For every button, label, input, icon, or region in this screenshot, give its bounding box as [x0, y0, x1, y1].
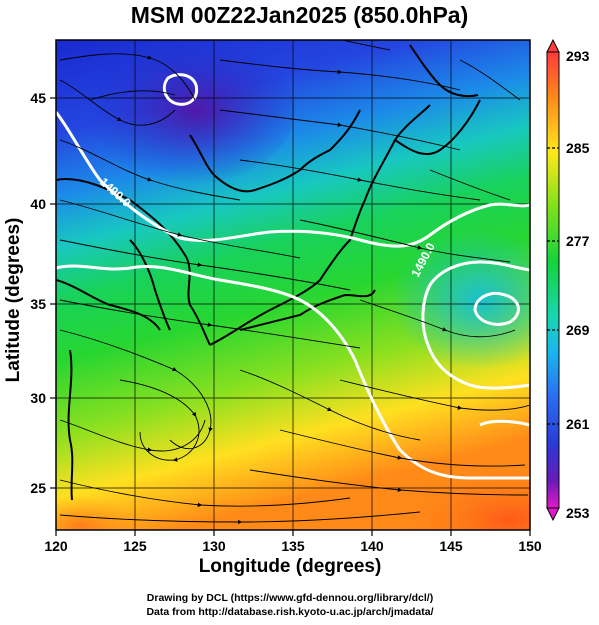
- x-tick-label: 125: [123, 538, 147, 554]
- x-tick-label: 135: [281, 538, 305, 554]
- credit-drawing: Drawing by DCL (https://www.gfd-dennou.o…: [146, 592, 434, 604]
- x-tick-label: 140: [360, 538, 384, 554]
- y-tick-label: 40: [30, 196, 46, 212]
- wind-streamlines: [59, 40, 530, 525]
- temperature-field: 1490.0 1490.0: [56, 40, 530, 530]
- colorbar-label: 269: [566, 322, 590, 338]
- x-tick-label: 120: [44, 538, 68, 554]
- x-tick-label: 150: [518, 538, 542, 554]
- y-tick-label: 45: [30, 90, 46, 106]
- y-tick-label: 30: [30, 390, 46, 406]
- x-axis-label: Longitude (degrees): [198, 556, 382, 577]
- x-tick-label: 130: [202, 538, 226, 554]
- colorbar-label: 285: [566, 140, 590, 156]
- colorbar-label: 277: [566, 233, 590, 249]
- credit-data: Data from http://database.rish.kyoto-u.a…: [146, 606, 434, 618]
- colorbar-label: 293: [566, 48, 590, 64]
- x-axis-ticks: [50, 97, 531, 536]
- colorbar: [546, 38, 560, 522]
- x-tick-label: 145: [439, 538, 463, 554]
- map-title: MSM 00Z22Jan2025 (850.0hPa): [130, 2, 469, 28]
- colorbar-label: 253: [566, 505, 590, 521]
- contour-lines: [56, 73, 530, 480]
- y-tick-label: 25: [30, 480, 46, 496]
- coastlines: [56, 44, 481, 501]
- colorbar-label: 261: [566, 416, 590, 432]
- y-tick-label: 35: [30, 296, 46, 312]
